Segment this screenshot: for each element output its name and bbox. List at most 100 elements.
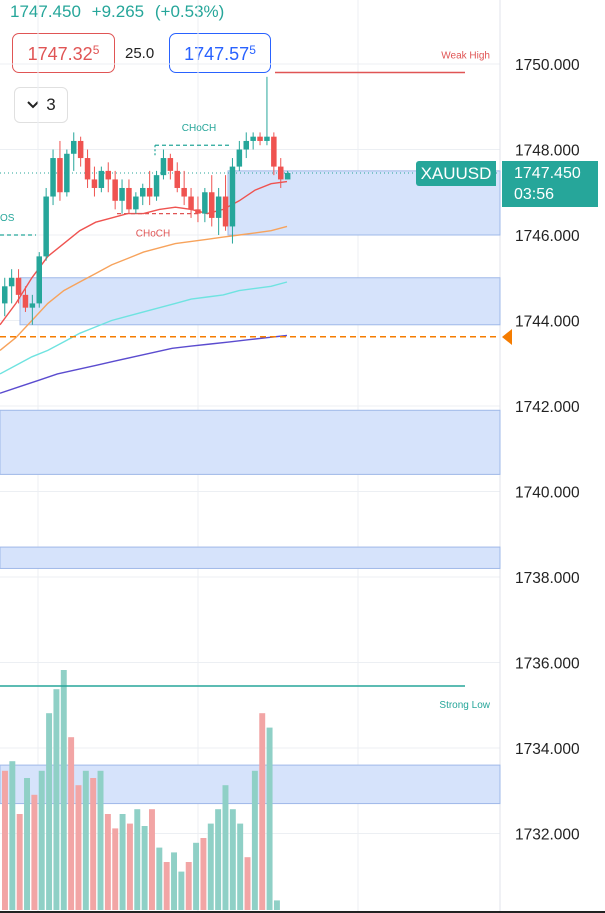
candle-body bbox=[98, 170, 105, 188]
candle-body bbox=[215, 196, 222, 218]
bid-price: 1747.32 bbox=[27, 44, 93, 64]
zone-box bbox=[0, 409, 501, 475]
buy-button[interactable]: 1747.575 bbox=[169, 33, 271, 73]
moving-average-line bbox=[0, 225, 288, 351]
candle-body bbox=[209, 192, 215, 218]
candle-body bbox=[188, 196, 194, 210]
volume-bar bbox=[46, 713, 53, 910]
price-axis-label: 1750.000 bbox=[515, 57, 580, 74]
candle-body bbox=[146, 187, 153, 197]
candle-body bbox=[278, 166, 284, 180]
price-axis-label: 1732.000 bbox=[515, 827, 580, 844]
candle-body bbox=[119, 187, 125, 201]
candle-body bbox=[243, 140, 249, 150]
volume-bar bbox=[200, 838, 207, 910]
candle-body bbox=[160, 158, 167, 176]
price-axis-label: 1748.000 bbox=[515, 143, 580, 160]
volume-bar bbox=[244, 857, 251, 910]
candle-body bbox=[112, 179, 118, 201]
candle-body bbox=[229, 166, 236, 227]
candle-body bbox=[105, 170, 111, 180]
candle-body bbox=[195, 209, 201, 214]
ask-price: 1747.57 bbox=[184, 44, 250, 64]
candle-body bbox=[50, 158, 56, 197]
volume-bar bbox=[53, 689, 60, 910]
current-price: 1747.450 bbox=[514, 165, 581, 182]
price-axis-label: 1742.000 bbox=[515, 399, 580, 416]
candle-body bbox=[57, 158, 63, 193]
symbol-tag: XAUUSD bbox=[416, 161, 496, 186]
candle-body bbox=[91, 179, 98, 188]
volume-bar bbox=[185, 862, 192, 910]
price-axis-label: 1746.000 bbox=[515, 228, 580, 245]
price-axis-label: 1738.000 bbox=[515, 570, 580, 587]
volume-bar bbox=[60, 670, 67, 910]
volume-bar bbox=[75, 785, 82, 910]
volume-bar bbox=[16, 814, 23, 910]
candle-body bbox=[36, 256, 42, 304]
bos-label: OS bbox=[0, 213, 15, 224]
spread-value: 25.0 bbox=[125, 45, 155, 62]
candle-body bbox=[167, 158, 174, 171]
candle-body bbox=[153, 175, 160, 197]
candle-body bbox=[43, 196, 49, 257]
choch-label: CHoCH bbox=[182, 123, 216, 134]
candle-body bbox=[126, 187, 132, 210]
volume-bar bbox=[90, 778, 97, 910]
volume-bar bbox=[119, 814, 126, 910]
volume-bar bbox=[134, 809, 141, 910]
candle-body bbox=[257, 136, 263, 141]
interval-selector[interactable]: 3 bbox=[14, 87, 68, 123]
moving-average-line bbox=[0, 180, 288, 326]
zone-box bbox=[0, 764, 501, 805]
zone-box bbox=[0, 546, 501, 569]
volume-bar bbox=[97, 770, 104, 910]
candle-body bbox=[222, 196, 229, 227]
moving-average-line bbox=[0, 281, 288, 375]
volume-bar bbox=[149, 809, 155, 910]
candle-body bbox=[84, 158, 91, 180]
candle-body bbox=[22, 294, 29, 308]
choch-label: CHoCH bbox=[136, 229, 170, 240]
volume-bar bbox=[163, 862, 170, 910]
interval-label: 3 bbox=[46, 95, 56, 114]
candle-body bbox=[264, 136, 270, 141]
chevron-down-icon bbox=[27, 101, 39, 109]
ask-price-pip: 5 bbox=[249, 43, 256, 57]
zone-box bbox=[19, 277, 501, 326]
volume-bar bbox=[9, 761, 16, 910]
volume-bar bbox=[171, 852, 177, 910]
volume-bar bbox=[2, 770, 8, 910]
price-axis-label: 1736.000 bbox=[515, 656, 580, 673]
volume-bar bbox=[68, 737, 75, 910]
current-price-tag: 1747.450 03:56 bbox=[502, 161, 598, 207]
candle-body bbox=[284, 173, 291, 180]
volume-bar bbox=[193, 842, 200, 910]
price-summary: 1747.450 +9.265 (+0.53%) bbox=[10, 2, 230, 22]
position-marker-icon bbox=[502, 329, 512, 345]
candle-body bbox=[8, 277, 15, 287]
candle-body bbox=[64, 153, 70, 193]
strong-low-label: Strong Low bbox=[439, 700, 490, 711]
volume-bar bbox=[207, 823, 214, 910]
volume-bar bbox=[251, 770, 258, 910]
volume-bar bbox=[104, 814, 111, 910]
last-price: 1747.450 bbox=[10, 2, 81, 21]
volume-bar bbox=[178, 871, 185, 910]
volume-bar bbox=[222, 785, 229, 910]
candle-body bbox=[2, 286, 8, 304]
volume-bar bbox=[24, 778, 30, 910]
candle-body bbox=[271, 136, 277, 167]
weak-high-label: Weak High bbox=[441, 51, 490, 62]
candle-body bbox=[202, 192, 208, 214]
price-axis-label: 1744.000 bbox=[515, 314, 580, 331]
moving-average-line bbox=[0, 334, 288, 394]
candle-body bbox=[77, 140, 84, 159]
sell-button[interactable]: 1747.325 bbox=[12, 33, 115, 73]
volume-bar bbox=[266, 727, 273, 910]
price-axis-label: 1740.000 bbox=[515, 485, 580, 502]
candle-body bbox=[174, 170, 180, 188]
price-change-pct: (+0.53%) bbox=[154, 2, 225, 21]
volume-bar bbox=[156, 847, 163, 910]
